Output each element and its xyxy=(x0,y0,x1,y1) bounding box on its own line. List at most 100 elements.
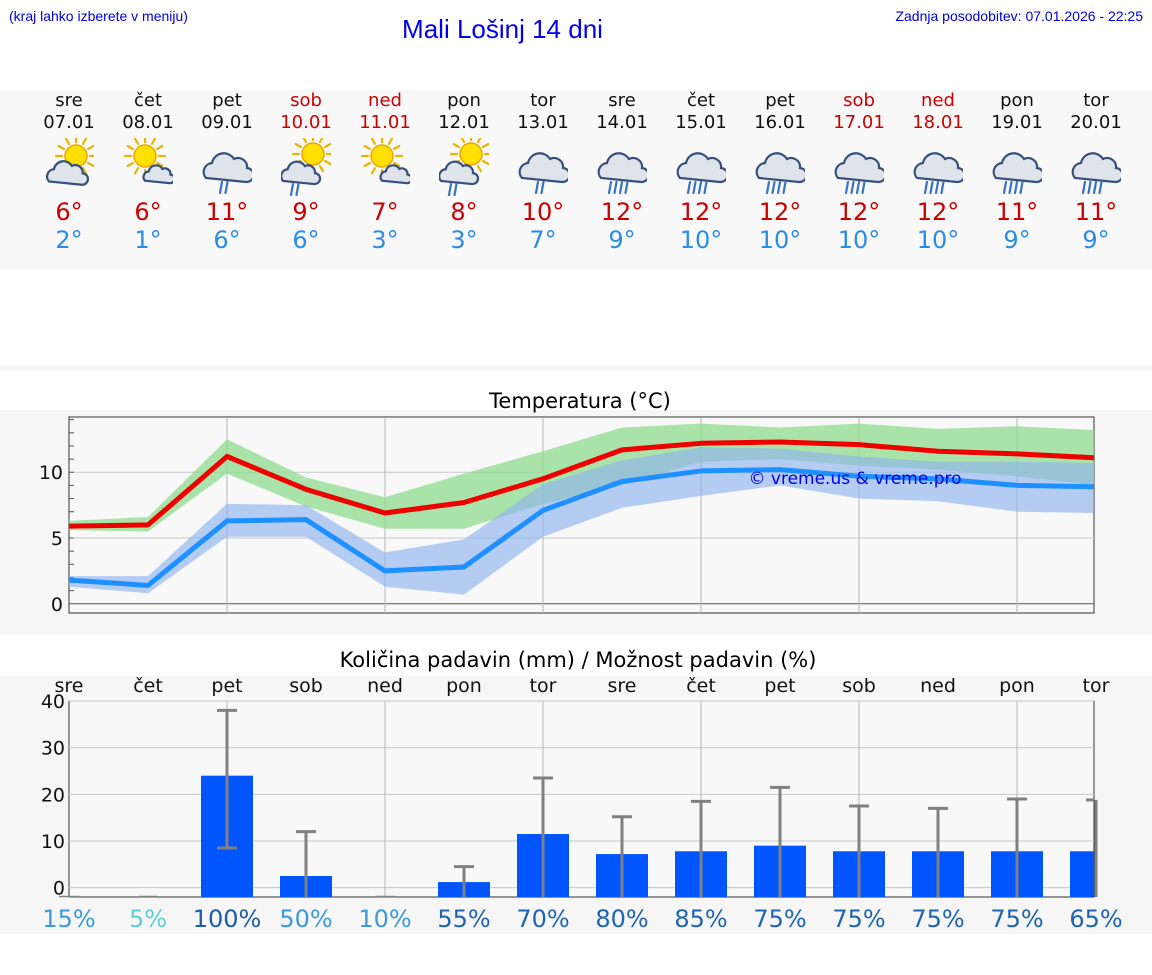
day-name: pon xyxy=(447,90,481,111)
category-label: sob xyxy=(842,675,876,697)
precipitation-probability: 5% xyxy=(129,905,167,933)
precipitation-probability: 70% xyxy=(516,905,569,933)
day-date: 15.01 xyxy=(675,112,727,133)
cloud-heavy-rain-icon xyxy=(597,152,647,195)
day-date: 14.01 xyxy=(596,112,648,133)
day-date: 16.01 xyxy=(754,112,806,133)
max-temperature: 6° xyxy=(134,198,162,226)
temperature-chart-title: Temperatura (°C) xyxy=(488,389,671,413)
y-tick-label: 0 xyxy=(51,594,63,616)
y-tick-label: 10 xyxy=(41,831,65,853)
separator xyxy=(0,365,1152,371)
max-temperature: 7° xyxy=(371,198,399,226)
category-label: pon xyxy=(446,675,482,697)
cloud-heavy-rain-icon xyxy=(676,152,726,195)
category-label: pet xyxy=(211,675,242,697)
max-temperature: 12° xyxy=(758,198,802,226)
min-temperature: 10° xyxy=(679,226,723,254)
day-name: pet xyxy=(765,90,795,111)
sun-small-cloud-icon xyxy=(360,138,410,185)
category-label: čet xyxy=(133,675,163,697)
min-temperature: 9° xyxy=(608,226,636,254)
max-temperature: 6° xyxy=(55,198,83,226)
max-temperature: 12° xyxy=(679,198,723,226)
max-temperature: 11° xyxy=(995,198,1039,226)
precipitation-probability: 80% xyxy=(595,905,648,933)
day-name: tor xyxy=(530,90,556,111)
day-name: sob xyxy=(843,90,875,111)
max-temperature: 9° xyxy=(292,198,320,226)
precipitation-probability: 10% xyxy=(358,905,411,933)
day-name: sre xyxy=(608,90,636,111)
precipitation-probability: 75% xyxy=(911,905,964,933)
min-temperature-line xyxy=(68,467,1095,588)
max-temperature: 11° xyxy=(205,198,249,226)
min-temperature-range-band xyxy=(69,447,1094,595)
category-label: tor xyxy=(1083,675,1110,697)
day-date: 09.01 xyxy=(201,112,253,133)
day-date: 18.01 xyxy=(912,112,964,133)
max-temperature: 12° xyxy=(916,198,960,226)
temperature-chart: Temperatura (°C) 0 5 10 © vreme.us & vreme.p… xyxy=(39,389,1095,616)
day-name: čet xyxy=(133,90,163,111)
min-temperature: 9° xyxy=(1003,226,1031,254)
precipitation-probability: 50% xyxy=(279,905,332,933)
sun-small-cloud-icon xyxy=(123,138,173,185)
precipitation-probability: 65% xyxy=(1069,905,1122,933)
y-tick-label: 20 xyxy=(41,784,65,806)
cloud-heavy-rain-icon xyxy=(913,152,963,195)
y-tick-label: 10 xyxy=(39,462,63,484)
day-date: 12.01 xyxy=(438,112,490,133)
max-temperature: 11° xyxy=(1074,198,1118,226)
y-tick-label: 40 xyxy=(41,691,65,713)
precipitation-probability: 75% xyxy=(753,905,806,933)
y-tick-label: 5 xyxy=(51,528,63,550)
day-name: sob xyxy=(290,90,322,111)
min-temperature: 6° xyxy=(292,226,320,254)
category-label: ned xyxy=(367,675,403,697)
precipitation-probability: 85% xyxy=(674,905,727,933)
precipitation-probability: 100% xyxy=(193,905,262,933)
y-tick-label: 0 xyxy=(53,878,65,900)
day-date: 19.01 xyxy=(991,112,1043,133)
y-tick-label: 30 xyxy=(41,738,65,760)
category-label: sob xyxy=(289,675,323,697)
min-temperature: 7° xyxy=(529,226,557,254)
min-temperature: 10° xyxy=(837,226,881,254)
day-name: pon xyxy=(1000,90,1034,111)
sun-cloud-rain-icon xyxy=(439,138,489,196)
day-name: čet xyxy=(686,90,716,111)
precipitation-chart-title: Količina padavin (mm) / Možnost padavin … xyxy=(340,648,817,672)
day-date: 10.01 xyxy=(280,112,332,133)
cloud-rain-icon xyxy=(518,152,568,195)
min-temperature: 3° xyxy=(450,226,478,254)
max-temperature: 12° xyxy=(837,198,881,226)
max-temperature: 10° xyxy=(521,198,565,226)
watermark: © vreme.us & vreme.pro xyxy=(748,469,961,489)
precipitation-probability: 15% xyxy=(42,905,95,933)
day-date: 08.01 xyxy=(122,112,174,133)
sun-cloud-rain-icon xyxy=(281,138,331,196)
precipitation-chart: Količina padavin (mm) / Možnost padavin … xyxy=(41,648,1123,933)
min-temperature: 10° xyxy=(758,226,802,254)
max-temperature: 12° xyxy=(600,198,644,226)
day-name: ned xyxy=(368,90,402,111)
cloud-heavy-rain-icon xyxy=(992,152,1042,195)
category-label: pon xyxy=(999,675,1035,697)
day-date: 13.01 xyxy=(517,112,569,133)
day-date: 17.01 xyxy=(833,112,885,133)
min-temperature: 9° xyxy=(1082,226,1110,254)
location-menu-hint[interactable]: (kraj lahko izberete v meniju) xyxy=(9,8,188,24)
min-temperature: 1° xyxy=(134,226,162,254)
min-temperature: 6° xyxy=(213,226,241,254)
day-date: 07.01 xyxy=(43,112,95,133)
category-label: ned xyxy=(920,675,956,697)
min-temperature: 3° xyxy=(371,226,399,254)
day-date: 20.01 xyxy=(1070,112,1122,133)
day-name: ned xyxy=(921,90,955,111)
cloud-heavy-rain-icon xyxy=(755,152,805,195)
category-label: sre xyxy=(608,675,637,697)
precipitation-probability: 75% xyxy=(832,905,885,933)
cloud-heavy-rain-icon xyxy=(834,152,884,195)
cloud-rain-icon xyxy=(202,152,252,195)
